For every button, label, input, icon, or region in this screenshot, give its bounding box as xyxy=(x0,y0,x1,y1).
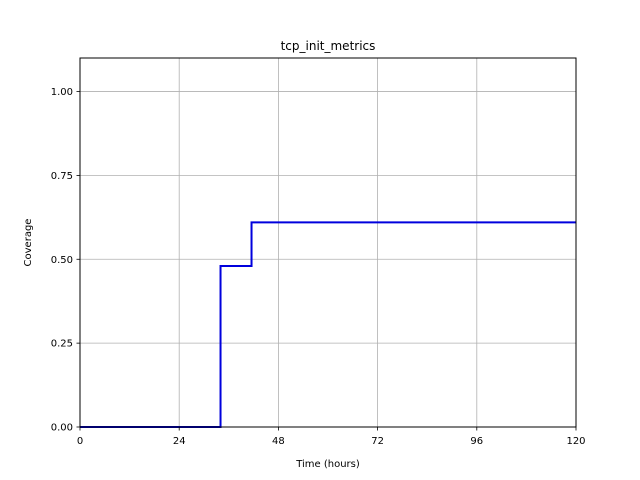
y-axis-label: Coverage xyxy=(23,219,34,267)
x-axis-ticks: 0 24 48 72 96 120 xyxy=(77,427,586,447)
y-tick-label: 0.00 xyxy=(51,423,73,434)
y-tick-label: 0.75 xyxy=(51,171,73,182)
x-tick-label: 96 xyxy=(470,436,483,447)
y-tick-label: 1.00 xyxy=(51,87,73,98)
y-tick-label: 0.50 xyxy=(51,255,73,266)
chart-title: tcp_init_metrics xyxy=(281,39,376,53)
plot-frame xyxy=(79,57,577,428)
x-tick-label: 72 xyxy=(371,436,384,447)
x-tick-label: 120 xyxy=(566,436,585,447)
y-axis-ticks: 0.00 0.25 0.50 0.75 1.00 xyxy=(51,87,80,434)
x-tick-label: 24 xyxy=(173,436,186,447)
y-tick-label: 0.25 xyxy=(51,339,73,350)
x-tick-label: 48 xyxy=(272,436,285,447)
x-axis-label: Time (hours) xyxy=(295,459,360,470)
x-tick-label: 0 xyxy=(77,436,83,447)
